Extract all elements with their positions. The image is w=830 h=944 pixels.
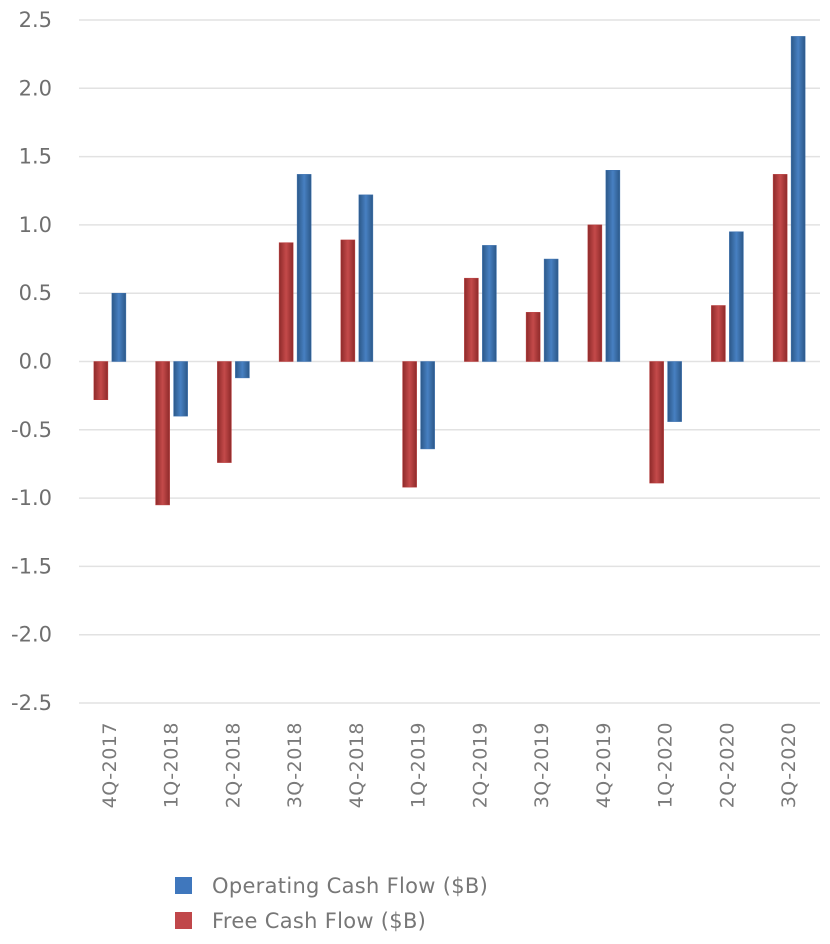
x-tick-label: 2Q-2019	[469, 722, 491, 808]
bar-free-cash-flow[interactable]	[525, 312, 541, 362]
y-tick-label: -2.0	[11, 623, 52, 647]
x-tick-label: 1Q-2020	[655, 722, 677, 808]
bar-free-cash-flow[interactable]	[340, 239, 356, 362]
y-axis-ticks: 2.5 2.0 1.5 1.0 0.5 0.0 -0.5 -1.0 -1.5 -2.0 -2.5	[11, 8, 52, 715]
legend-swatch-operating-cash-flow	[175, 877, 192, 894]
bar-operating-cash-flow[interactable]	[605, 170, 621, 362]
bar-free-cash-flow[interactable]	[649, 361, 664, 484]
bar-operating-cash-flow[interactable]	[420, 361, 435, 450]
y-tick-label: 2.0	[19, 76, 52, 100]
bar-free-cash-flow[interactable]	[587, 224, 603, 362]
bar-operating-cash-flow[interactable]	[111, 292, 127, 362]
x-tick-label: 2Q-2020	[716, 722, 738, 808]
x-tick-label: 1Q-2018	[161, 722, 183, 808]
bar-operating-cash-flow[interactable]	[729, 231, 744, 362]
bar-free-cash-flow[interactable]	[155, 361, 170, 506]
bar-operating-cash-flow[interactable]	[173, 361, 188, 417]
y-tick-label: -1.0	[11, 486, 52, 510]
legend-swatch-free-cash-flow	[175, 912, 192, 929]
bar-free-cash-flow[interactable]	[217, 361, 232, 463]
x-tick-label: 2Q-2018	[222, 722, 244, 808]
bars	[93, 36, 806, 506]
y-tick-label: 2.5	[19, 8, 52, 32]
x-axis-ticks: 4Q-2017 1Q-2018 2Q-2018 3Q-2018 4Q-2018 1Q-20…	[99, 722, 800, 808]
x-tick-label: 4Q-2018	[346, 722, 368, 808]
x-tick-label: 1Q-2019	[408, 722, 430, 808]
bar-free-cash-flow[interactable]	[278, 242, 294, 362]
x-tick-label: 4Q-2017	[99, 722, 121, 808]
legend-item-free-cash-flow[interactable]: Free Cash Flow ($B)	[175, 903, 488, 938]
x-tick-label: 3Q-2018	[284, 722, 306, 808]
bar-operating-cash-flow[interactable]	[790, 36, 806, 362]
x-tick-label: 4Q-2019	[593, 722, 615, 808]
bar-free-cash-flow[interactable]	[93, 361, 109, 400]
legend-item-operating-cash-flow[interactable]: Operating Cash Flow ($B)	[175, 868, 488, 903]
bar-operating-cash-flow[interactable]	[235, 361, 250, 379]
bar-free-cash-flow[interactable]	[772, 174, 788, 362]
x-tick-label: 3Q-2019	[531, 722, 553, 808]
y-tick-label: -1.5	[11, 554, 52, 578]
y-tick-label: 1.5	[19, 145, 52, 169]
bar-free-cash-flow[interactable]	[464, 277, 479, 362]
bar-operating-cash-flow[interactable]	[482, 245, 497, 362]
legend-label-operating-cash-flow: Operating Cash Flow ($B)	[212, 873, 489, 898]
gridlines	[79, 19, 820, 704]
y-tick-label: -2.5	[11, 691, 52, 715]
y-tick-label: -0.5	[11, 418, 52, 442]
bar-operating-cash-flow[interactable]	[543, 258, 559, 362]
legend: Operating Cash Flow ($B) Free Cash Flow …	[175, 868, 488, 938]
bar-operating-cash-flow[interactable]	[358, 194, 374, 362]
y-tick-label: 1.0	[19, 213, 52, 237]
bar-free-cash-flow[interactable]	[402, 361, 417, 488]
legend-label-free-cash-flow: Free Cash Flow ($B)	[212, 908, 427, 933]
bar-operating-cash-flow[interactable]	[296, 174, 312, 362]
y-tick-label: 0.5	[19, 281, 52, 305]
bar-operating-cash-flow[interactable]	[667, 361, 682, 422]
y-tick-label: 0.0	[19, 350, 52, 374]
x-tick-label: 3Q-2020	[778, 722, 800, 808]
bar-free-cash-flow[interactable]	[711, 305, 726, 362]
